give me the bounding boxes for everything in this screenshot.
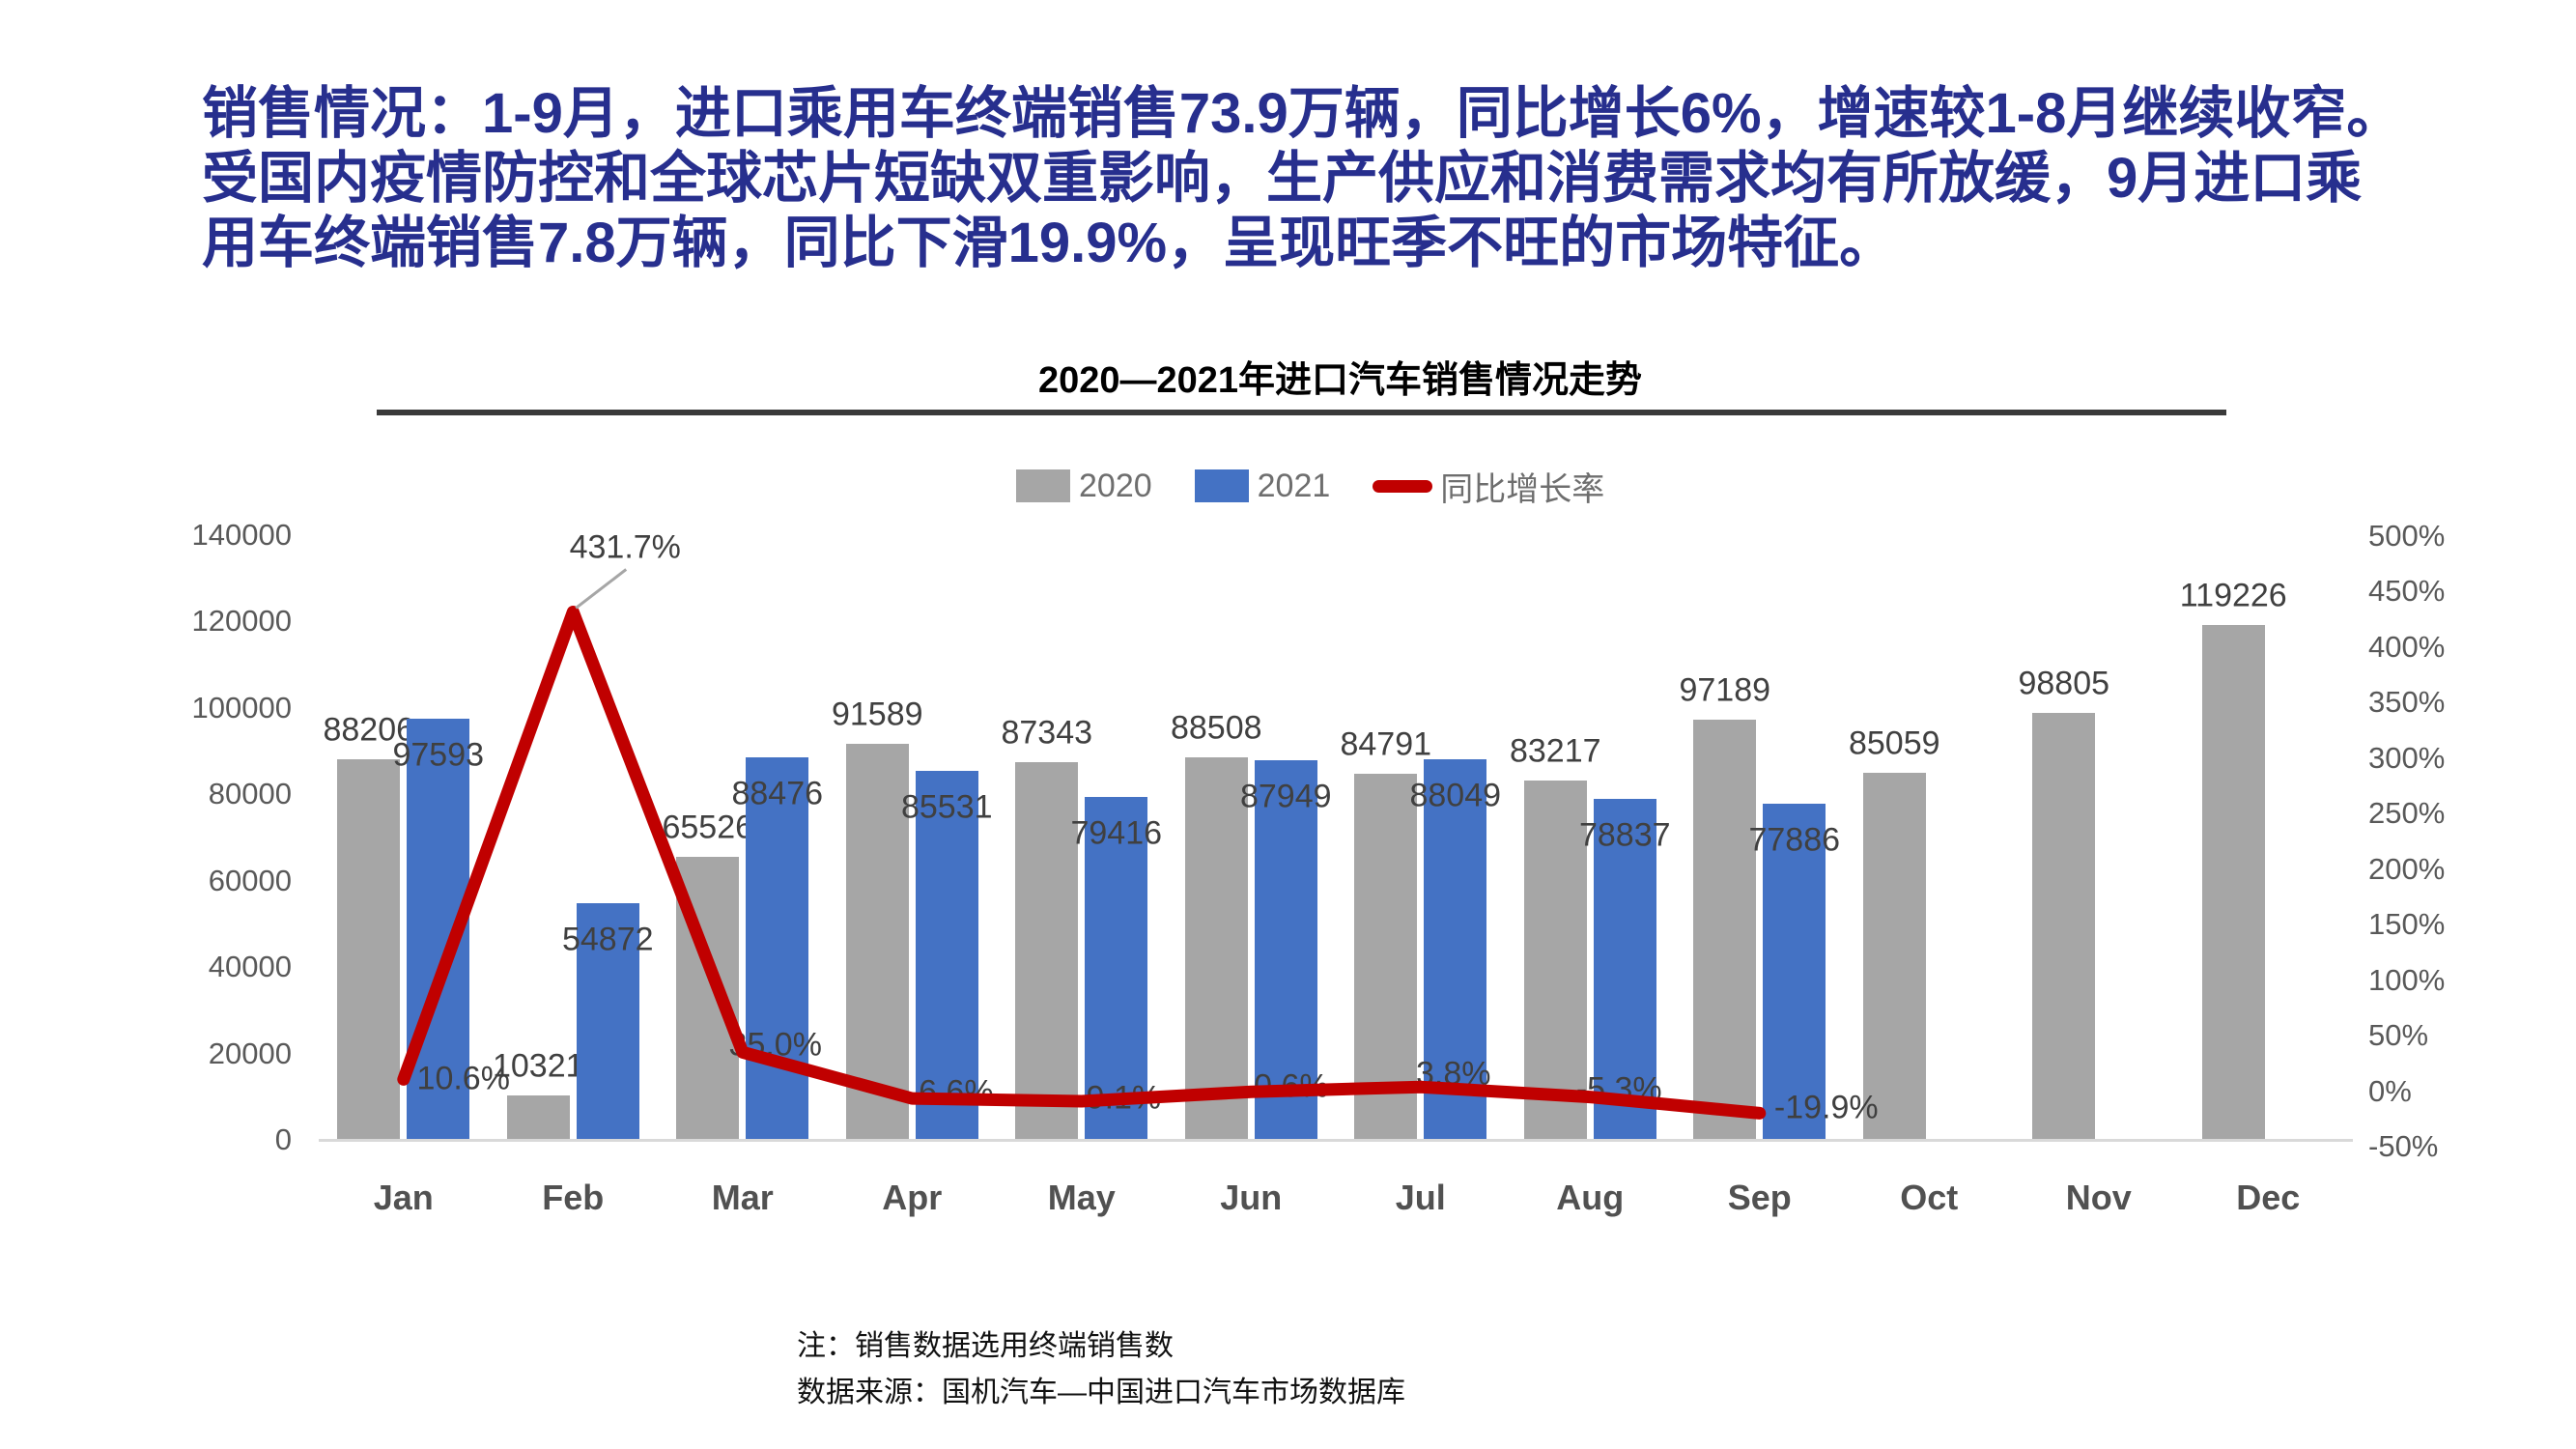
y-axis-left-tick: 60000 — [208, 863, 292, 897]
bar-2020-aug — [1523, 780, 1587, 1140]
bar-label-2020-oct: 85059 — [1848, 724, 1940, 762]
bar-2020-sep — [1693, 720, 1757, 1140]
x-axis-label-dec: Dec — [2236, 1178, 2301, 1217]
x-axis-label-jun: Jun — [1220, 1178, 1283, 1217]
y-axis-right-tick: 450% — [2368, 574, 2446, 609]
bar-2020-jun — [1184, 757, 1248, 1140]
bar-label-2020-jul: 84791 — [1340, 725, 1432, 763]
bar-label-2021-sep: 77886 — [1748, 821, 1841, 859]
y-axis-left-tick: 40000 — [208, 950, 292, 984]
bar-2021-jun — [1254, 759, 1317, 1140]
x-axis-label-feb: Feb — [542, 1178, 605, 1217]
headline-line-3: 用车终端销售7.8万辆，同比下滑19.9%，呈现旺季不旺的市场特征。 — [202, 212, 1896, 274]
chart-title: 2020—2021年进口汽车销售情况走势 — [1037, 360, 1643, 401]
x-axis-label-may: May — [1047, 1178, 1116, 1217]
bar-2020-feb — [506, 1094, 570, 1140]
bar-label-2021-apr: 85531 — [900, 788, 993, 826]
headline-line-1: 销售情况：1-9月，进口乘用车终端销售73.9万辆，同比增长6%，增速较1-8月… — [202, 82, 2403, 145]
y-axis-left-tick: 80000 — [208, 777, 292, 811]
bar-2020-dec — [2201, 624, 2265, 1140]
y-axis-right-tick: 100% — [2368, 962, 2446, 997]
y-axis-left-tick: 140000 — [191, 518, 292, 552]
headline: 销售情况：1-9月，进口乘用车终端销售73.9万辆，同比增长6%，增速较1-8月… — [202, 81, 2520, 275]
bar-2021-feb — [576, 902, 639, 1140]
headline-line-2: 受国内疫情防控和全球芯片短缺双重影响，生产供应和消费需求均有所放缓，9月进口乘 — [202, 147, 2363, 210]
bar-label-2021-aug: 78837 — [1578, 816, 1671, 854]
y-axis-right-tick: 400% — [2368, 629, 2446, 664]
y-axis-left-tick: 100000 — [191, 690, 292, 724]
bar-2020-jan — [337, 758, 401, 1140]
bar-2021-jul — [1424, 759, 1487, 1140]
bar-label-2020-may: 87343 — [1001, 714, 1093, 752]
y-axis-left-tick: 20000 — [208, 1036, 292, 1070]
bar-2020-apr — [845, 744, 909, 1140]
bar-2021-mar — [746, 757, 809, 1140]
bar-label-2021-feb: 54872 — [561, 921, 654, 958]
bar-label-2020-jan: 88206 — [323, 711, 415, 749]
x-axis-label-oct: Oct — [1900, 1178, 1959, 1217]
x-axis-label-apr: Apr — [882, 1178, 943, 1217]
bar-label-2021-jul: 88049 — [1409, 777, 1502, 814]
growth-label-feb: 431.7% — [569, 528, 681, 566]
y-axis-left-tick: 120000 — [191, 604, 292, 639]
x-axis-label-nov: Nov — [2065, 1178, 2132, 1217]
y-axis-right-tick: 350% — [2368, 685, 2446, 720]
legend-line-growth — [1373, 479, 1433, 493]
x-axis-label-sep: Sep — [1727, 1178, 1792, 1217]
bar-2021-aug — [1593, 799, 1656, 1140]
bar-label-2021-may: 79416 — [1070, 814, 1163, 852]
legend-swatch-2020 — [1016, 469, 1070, 502]
x-axis-label-jan: Jan — [373, 1178, 434, 1217]
bar-label-2020-jun: 88508 — [1170, 709, 1262, 747]
y-axis-right-tick: -50% — [2368, 1129, 2439, 1163]
legend-swatch-2021 — [1194, 469, 1249, 502]
x-axis-label-jul: Jul — [1395, 1178, 1446, 1217]
bar-label-2020-dec: 119226 — [2179, 577, 2287, 614]
bar-label-2020-apr: 91589 — [831, 696, 923, 733]
bar-label-2021-jun: 87949 — [1239, 778, 1332, 815]
y-axis-right-tick: 300% — [2368, 740, 2446, 775]
bar-2021-sep — [1763, 803, 1826, 1140]
growth-line — [397, 606, 1767, 1120]
bar-2021-apr — [915, 770, 978, 1140]
bar-label-2020-nov: 98805 — [2018, 665, 2110, 702]
legend-label-growth: 同比增长率 — [1440, 470, 1605, 508]
bar-2020-oct — [1862, 772, 1926, 1140]
growth-label-jan: 10.6% — [416, 1060, 510, 1097]
bar-label-2020-sep: 97189 — [1679, 671, 1771, 709]
source-line: 数据来源：国机汽车—中国进口汽车市场数据库 — [797, 1377, 1405, 1408]
growth-label-sep: -19.9% — [1773, 1089, 1879, 1126]
bar-label-2021-mar: 88476 — [731, 775, 824, 812]
y-axis-left-tick: 0 — [274, 1122, 292, 1156]
y-axis-right-tick: 200% — [2368, 851, 2446, 886]
bar-2021-may — [1085, 796, 1148, 1140]
y-axis-right-tick: 500% — [2368, 519, 2446, 553]
legend: 2020 2021 同比增长率 — [1016, 464, 1647, 508]
note-line: 注：销售数据选用终端销售数 — [797, 1330, 1174, 1362]
bar-label-2020-mar: 65526 — [662, 809, 754, 846]
x-axis-label-aug: Aug — [1556, 1178, 1625, 1217]
bar-label-2020-feb: 10321 — [492, 1047, 584, 1085]
legend-label-2021: 2021 — [1257, 467, 1331, 504]
y-axis-right-tick: 250% — [2368, 796, 2446, 831]
x-axis-line — [319, 1139, 2353, 1142]
bar-2020-jul — [1354, 773, 1418, 1140]
y-axis-right-tick: 0% — [2368, 1073, 2412, 1108]
bar-2020-may — [1015, 762, 1079, 1140]
y-axis-right-tick: 50% — [2368, 1018, 2429, 1053]
bar-label-2021-jan: 97593 — [392, 736, 485, 774]
y-axis-right-tick: 150% — [2368, 907, 2446, 942]
bar-2020-nov — [2032, 713, 2096, 1140]
title-underline — [377, 410, 2226, 415]
legend-label-2020: 2020 — [1079, 467, 1152, 504]
callout-leader-line — [575, 568, 628, 610]
bar-label-2020-aug: 83217 — [1509, 732, 1601, 770]
x-axis-label-mar: Mar — [711, 1178, 774, 1217]
